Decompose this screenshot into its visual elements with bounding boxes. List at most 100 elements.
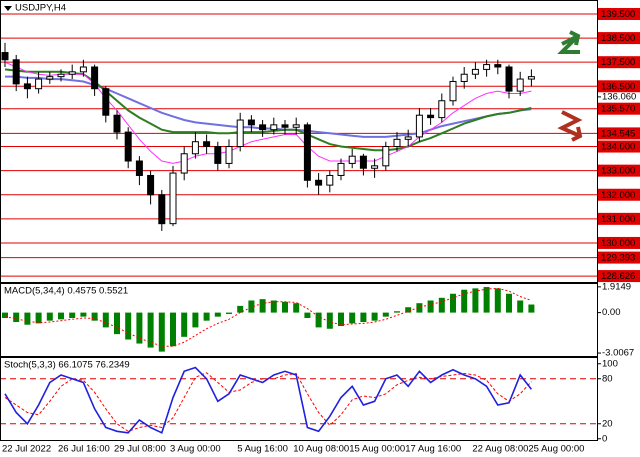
level-label: 137.500	[601, 57, 635, 68]
candle-body	[505, 66, 513, 92]
x-tick-label: 5 Aug 16:00	[237, 444, 288, 455]
macd-bar	[259, 299, 266, 313]
candle-body	[483, 64, 491, 70]
macd-bar	[394, 311, 400, 313]
candle-body	[471, 68, 479, 75]
level-tag	[598, 127, 640, 140]
macd-bar	[192, 312, 199, 328]
macd-bar	[450, 293, 456, 313]
y-tick-label: 0.00	[602, 307, 621, 318]
macd-bar	[13, 312, 20, 323]
macd-bar	[472, 288, 479, 313]
macd-title: MACD(5,34,4) 0.4575 0.5521	[4, 286, 128, 297]
macd-bar	[349, 312, 356, 324]
macd-bar	[416, 303, 423, 313]
macd-panel-border	[0, 283, 598, 357]
level-label: 134.000	[601, 142, 635, 153]
macd-bar	[461, 289, 468, 313]
level-tag	[598, 32, 640, 45]
candle-body	[46, 76, 54, 80]
macd-bar	[494, 288, 501, 313]
macd-bar	[237, 305, 244, 313]
macd-bar	[69, 312, 76, 318]
candle-body	[225, 146, 233, 164]
macd-bar	[46, 312, 53, 321]
x-tick-label: 22 Aug 08:00	[472, 444, 528, 455]
macd-bar	[427, 300, 434, 313]
candle-body	[124, 131, 132, 162]
level-label: 135.570	[601, 104, 635, 115]
macd-bar	[315, 312, 322, 328]
macd-bar	[371, 312, 378, 321]
candle-body	[337, 162, 345, 176]
macd-bar	[136, 312, 143, 344]
level-label: 130.000	[601, 238, 635, 249]
candle-body	[12, 59, 20, 85]
candle-body	[102, 88, 110, 116]
level-tag	[598, 188, 640, 201]
candle-body	[113, 114, 121, 133]
macd-bar	[181, 312, 188, 337]
macd-bar	[528, 304, 535, 313]
candle-body	[169, 172, 177, 225]
candle-body	[147, 174, 155, 196]
candle-body	[516, 78, 524, 92]
level-tag	[598, 164, 640, 177]
level-label: 136.500	[601, 81, 635, 92]
candle-body	[382, 146, 390, 167]
x-tick-label: 25 Aug 00:00	[528, 444, 584, 455]
title-marker	[4, 6, 12, 11]
level-tag	[598, 80, 640, 93]
y-tick-label: 136.060	[602, 91, 636, 102]
macd-bar	[158, 312, 165, 352]
macd-bar	[517, 300, 524, 313]
x-tick-label: 26 Jul 16:00	[58, 444, 110, 455]
candle-body	[292, 124, 300, 128]
y-tick-label: 0	[602, 433, 607, 444]
candle-body	[494, 64, 502, 68]
level-label: 133.000	[601, 166, 635, 177]
candle-body	[303, 124, 311, 181]
candle-body	[236, 119, 244, 148]
y-tick-label: 80	[602, 373, 613, 384]
candle-body	[415, 114, 423, 138]
y-tick-label: 20	[602, 418, 613, 429]
candle-body	[527, 76, 535, 80]
macd-bar	[338, 312, 344, 327]
candle-body	[460, 73, 468, 82]
chart-title: USDJPY,H4	[15, 3, 66, 14]
stoch-main	[4, 366, 533, 434]
level-label: 139.500	[601, 9, 635, 20]
macd-bar	[35, 312, 42, 324]
stoch-panel-border	[0, 357, 598, 441]
x-tick-label: 29 Jul 08:00	[114, 444, 166, 455]
level-tag	[598, 212, 640, 225]
macd-bar	[2, 312, 8, 318]
macd-bar	[170, 312, 176, 347]
macd-bar	[282, 301, 288, 313]
macd-bar	[91, 312, 98, 321]
plot-layers: 136.060 139.500 138.500 137.500 136.500 135.5…	[0, 7, 640, 455]
candle-body	[427, 114, 435, 119]
macd-bar	[506, 293, 512, 313]
level-tag	[598, 140, 640, 153]
candle-body	[203, 141, 211, 148]
macd-signal	[4, 287, 532, 347]
level-tag	[598, 7, 640, 20]
candle-body	[79, 66, 87, 73]
macd-bar	[405, 307, 412, 313]
x-tick-label: 17 Aug 16:00	[405, 444, 461, 455]
macd-bar	[24, 312, 31, 325]
level-label: 132.000	[601, 190, 635, 201]
level-tag	[598, 251, 640, 264]
candle-body	[348, 155, 356, 164]
level-label: 129.393	[601, 253, 635, 264]
macd-bar	[382, 312, 389, 317]
candle-body	[247, 119, 255, 126]
macd-bar	[125, 312, 132, 340]
level-tag	[598, 56, 640, 69]
level-tag	[598, 236, 640, 249]
candle-body	[270, 124, 278, 131]
candle-body	[23, 83, 31, 90]
